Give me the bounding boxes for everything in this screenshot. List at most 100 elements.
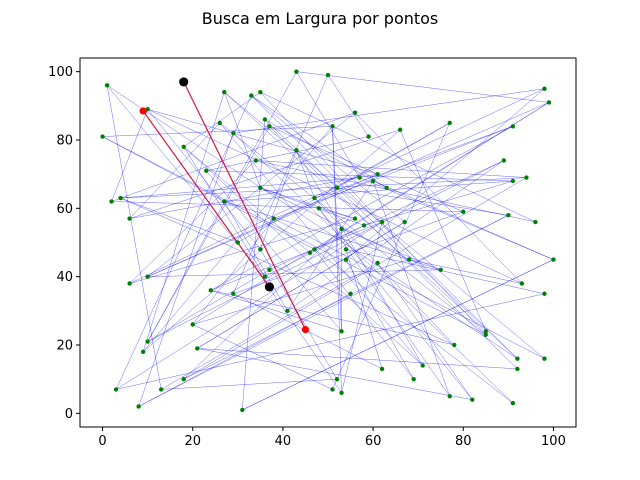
graph-edge xyxy=(192,102,550,325)
graph-edge xyxy=(359,177,554,260)
graph-edge xyxy=(260,187,365,226)
graph-edge xyxy=(102,126,333,137)
graph-edge xyxy=(120,197,455,346)
points-layer xyxy=(100,69,556,413)
graph-edge xyxy=(273,218,545,359)
data-point xyxy=(271,216,277,221)
graph-edge xyxy=(192,324,333,390)
x-tick-label: 0 xyxy=(98,434,106,449)
graph-edge xyxy=(115,221,383,390)
graph-edge xyxy=(287,160,504,311)
data-point xyxy=(384,185,389,191)
y-tick-label: 60 xyxy=(56,202,73,217)
graph-edge xyxy=(314,249,513,404)
data-point xyxy=(294,148,299,153)
graph-edge xyxy=(120,177,360,199)
graph-edge xyxy=(345,88,545,260)
graph-edge xyxy=(143,129,401,352)
edges-layer xyxy=(102,71,554,411)
data-point xyxy=(452,342,457,348)
data-point xyxy=(343,247,349,252)
data-point xyxy=(515,356,520,361)
path-end-point xyxy=(301,326,310,334)
x-tick-label: 80 xyxy=(455,434,472,449)
graph-edge xyxy=(242,259,554,411)
graph-edge xyxy=(264,119,387,188)
graph-edge xyxy=(255,160,527,178)
data-point xyxy=(519,281,525,286)
data-point xyxy=(411,376,416,382)
graph-edge xyxy=(345,259,414,380)
data-point xyxy=(379,366,385,372)
data-point xyxy=(348,291,353,296)
graph-edge xyxy=(197,221,405,349)
graph-edge xyxy=(318,208,450,397)
data-point xyxy=(222,199,227,204)
graph-edge xyxy=(147,126,270,342)
bfs-path-layer xyxy=(142,81,306,330)
data-point xyxy=(104,83,110,88)
graph-edge xyxy=(327,74,369,137)
graph-edge xyxy=(147,71,297,342)
graph-edge xyxy=(138,215,509,407)
graph-edge xyxy=(210,221,383,291)
data-point xyxy=(542,86,547,91)
graph-edge xyxy=(129,160,256,284)
data-point xyxy=(501,158,507,163)
data-point xyxy=(217,120,222,126)
data-point xyxy=(294,69,299,74)
graph-edge xyxy=(147,160,504,342)
graph-edge xyxy=(260,187,410,260)
graph-edge xyxy=(116,293,545,390)
graph-edge xyxy=(233,211,464,294)
graph-edge xyxy=(161,378,338,390)
y-tick-label: 0 xyxy=(65,407,73,422)
graph-edge xyxy=(147,269,441,277)
graph-edge xyxy=(210,290,342,332)
data-point xyxy=(546,100,552,105)
data-point xyxy=(113,387,119,392)
graph-edge xyxy=(251,95,518,359)
data-point xyxy=(307,250,313,255)
graph-edge xyxy=(183,215,509,380)
y-axis-ticks: 0 20 40 60 80 100 xyxy=(48,65,80,422)
graph-edge xyxy=(129,122,220,219)
goal-point xyxy=(264,282,274,292)
y-tick-label: 20 xyxy=(56,339,73,354)
data-point xyxy=(357,175,362,180)
path-segment xyxy=(142,110,270,288)
graph-edge xyxy=(210,290,455,346)
data-point xyxy=(510,400,516,406)
graph-edge xyxy=(345,249,383,369)
graph-edge xyxy=(341,221,383,393)
graph-edge xyxy=(269,126,464,212)
data-point xyxy=(222,89,227,95)
graph-edge xyxy=(336,187,509,216)
data-point xyxy=(370,178,376,184)
data-point xyxy=(231,291,236,296)
graph-edge xyxy=(206,136,369,171)
graph-edge xyxy=(345,249,545,294)
data-point xyxy=(330,124,335,129)
data-point xyxy=(285,308,290,314)
data-point xyxy=(339,390,344,396)
data-point xyxy=(330,387,335,392)
graph-edge xyxy=(409,259,522,284)
data-point xyxy=(158,387,164,392)
data-point xyxy=(339,226,344,232)
graph-edge xyxy=(332,126,342,332)
graph-edge xyxy=(237,122,450,243)
graph-edge xyxy=(147,174,378,277)
graph-edge xyxy=(183,146,266,277)
graph-edge xyxy=(129,218,356,284)
data-point xyxy=(312,247,317,252)
data-point xyxy=(204,168,209,173)
graph-edge xyxy=(102,136,315,250)
data-point xyxy=(420,363,425,368)
path-start-point xyxy=(139,107,147,115)
data-point xyxy=(551,257,556,262)
graph-edge xyxy=(287,180,374,311)
graph-edge xyxy=(309,102,550,253)
graph-edge xyxy=(373,180,554,260)
data-point xyxy=(195,346,200,351)
